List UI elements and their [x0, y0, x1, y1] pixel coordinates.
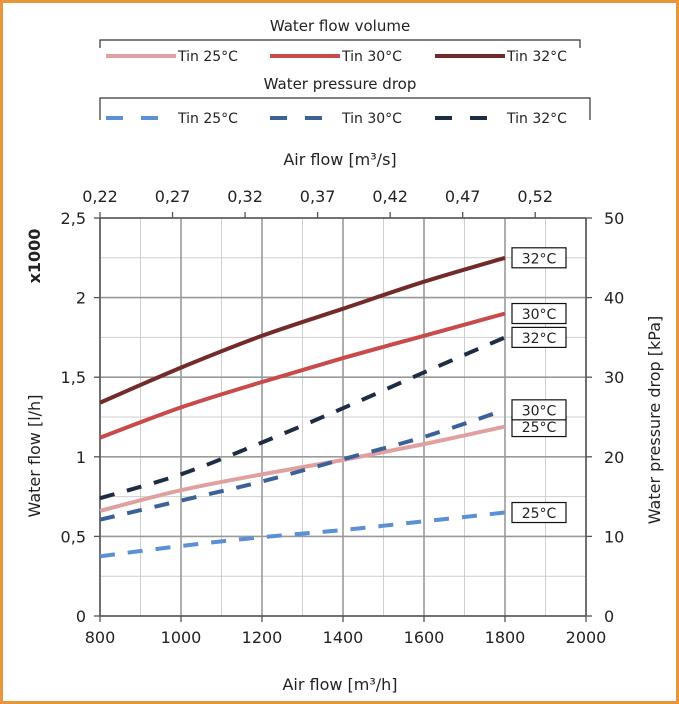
y-right-tick-label: 30	[604, 368, 624, 387]
y-right-tick-label: 0	[604, 607, 614, 626]
x-top-tick-label: 0,32	[227, 187, 263, 206]
y-left-tick-label: 1	[76, 448, 86, 467]
x-top-tick-label: 0,22	[82, 187, 118, 206]
x-bottom-tick-label: 2000	[566, 628, 607, 647]
x-bottom-tick-label: 1600	[404, 628, 445, 647]
end-label-box	[511, 501, 567, 524]
y-right-axis-title: Water pressure drop [kPa]	[645, 316, 664, 524]
series-line-flow-30c	[99, 311, 506, 440]
series-line-flow-25c	[99, 424, 506, 513]
y-left-tick-label: 1,5	[61, 368, 86, 387]
x-top-axis-title: Air flow [m³/s]	[283, 150, 396, 169]
y-right-tick-label: 10	[604, 527, 624, 546]
x-top-tick-label: 0,47	[445, 187, 481, 206]
y-left-axis-title: Water flow [l/h]	[25, 395, 44, 518]
end-label-box	[511, 399, 567, 421]
y-left-tick-label: 2	[76, 289, 86, 308]
x-bottom-axis-title: Air flow [m³/h]	[282, 675, 397, 694]
y-right-tick-label: 20	[604, 448, 624, 467]
legend-pressure-label-25: Tin 25°C	[177, 111, 238, 127]
end-label-box	[511, 247, 567, 269]
legend-flow: Water flow volume Tin 25°C Tin 30°C Tin …	[99, 17, 581, 65]
legend-flow-label-25: Tin 25°C	[177, 49, 238, 65]
end-label-text: 32°C	[522, 251, 557, 267]
legend-flow-label-30: Tin 30°C	[341, 49, 402, 65]
series-line-pressure-25c	[99, 510, 506, 559]
y-right-tick-label: 50	[604, 209, 624, 228]
end-label-text: 25°C	[522, 420, 557, 436]
end-labels: 25°C30°C32°C25°C30°C32°C	[511, 247, 567, 524]
legend-pressure: Water pressure drop Tin 25°C Tin 30°C Ti…	[99, 75, 591, 127]
legend-pressure-label-30: Tin 30°C	[341, 111, 402, 127]
legend-pressure-label-32: Tin 32°C	[506, 111, 567, 127]
end-label-text: 30°C	[522, 307, 557, 323]
x-top-tick-label: 0,42	[372, 187, 408, 206]
x-bottom-tick-label: 1400	[323, 628, 364, 647]
y-left-multiplier: x1000	[25, 229, 44, 284]
x-top-tick-label: 0,52	[517, 187, 553, 206]
series-lines	[99, 255, 506, 559]
legend-flow-title: Water flow volume	[270, 17, 410, 35]
x-bottom-tick-label: 1000	[161, 628, 202, 647]
y-left-tick-label: 2,5	[61, 209, 86, 228]
series-line-flow-32c	[99, 255, 506, 405]
y-left-tick-label: 0,5	[61, 527, 86, 546]
end-label-text: 30°C	[522, 403, 557, 419]
legend-pressure-bracket	[99, 97, 591, 120]
y-left-tick-label: 0	[76, 607, 86, 626]
end-label-text: 32°C	[522, 331, 557, 347]
end-label-text: 25°C	[522, 506, 557, 522]
series-line-pressure-30c	[99, 407, 506, 522]
x-bottom-tick-label: 800	[85, 628, 116, 647]
x-top-tick-label: 0,37	[300, 187, 336, 206]
end-label-box	[511, 302, 567, 325]
legend-pressure-title: Water pressure drop	[264, 75, 417, 93]
x-top-tick-label: 0,27	[155, 187, 191, 206]
y-right-tick-label: 40	[604, 289, 624, 308]
end-label-box	[511, 326, 567, 348]
x-bottom-tick-label: 1800	[485, 628, 526, 647]
legend-flow-bracket	[99, 39, 581, 48]
axes	[94, 212, 592, 622]
x-bottom-tick-label: 1200	[242, 628, 283, 647]
legend-flow-label-32: Tin 32°C	[506, 49, 567, 65]
